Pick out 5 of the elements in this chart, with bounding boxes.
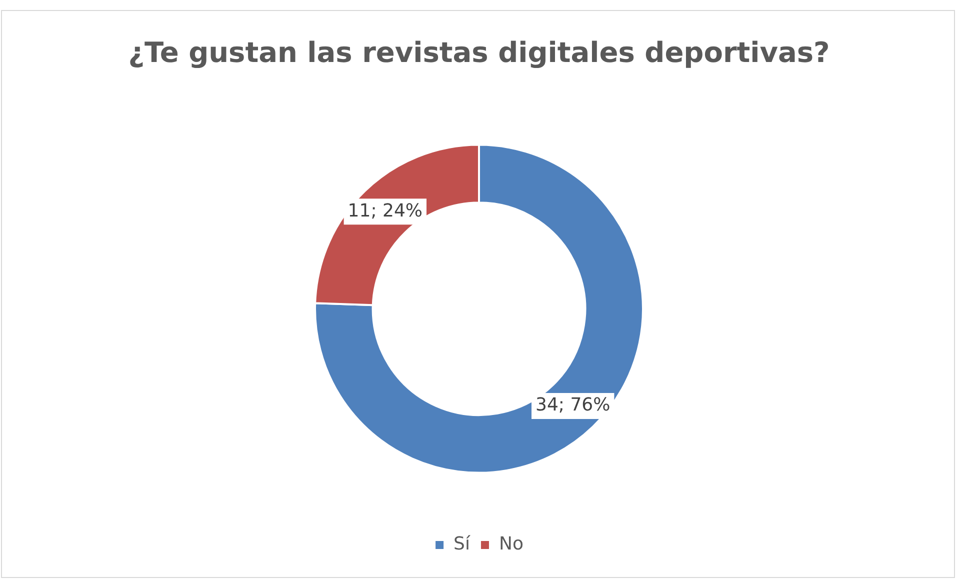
legend-label: No — [498, 534, 524, 555]
data-label: 11; 24% — [348, 200, 423, 222]
chart-title: ¿Te gustan las revistas digitales deportivas? — [128, 36, 830, 70]
legend-label: Sí — [454, 534, 471, 555]
data-label: 34; 76% — [535, 394, 610, 416]
